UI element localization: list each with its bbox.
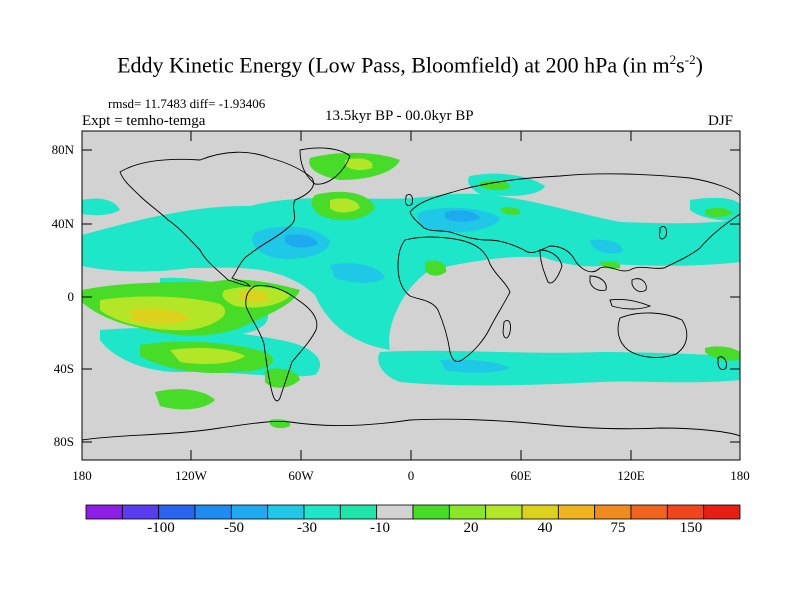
subtitle: 13.5kyr BP - 00.0kyr BP [325, 108, 474, 124]
colorbar-box [158, 504, 196, 520]
colorbar-box [412, 504, 450, 520]
y-tick-label: 80N [51, 142, 74, 157]
colorbar-label: 40 [537, 520, 553, 536]
x-tick-label: 180 [72, 468, 92, 483]
colorbar-box [339, 504, 378, 520]
map-field [82, 131, 740, 460]
season-label: DJF [708, 113, 734, 129]
y-tick-label: 0 [67, 289, 75, 304]
colorbar-label: -50 [224, 520, 244, 536]
strong-positive-regions [130, 290, 269, 325]
y-tick-label: 80S [53, 434, 74, 449]
stats-text: rmsd= 11.7483 diff= -1.93406 [108, 96, 266, 111]
x-tick-label: 0 [407, 468, 415, 483]
x-tick-label: 180 [730, 468, 750, 483]
colorbar-box [666, 504, 705, 520]
colorbar-box [267, 504, 305, 520]
x-tick-label: 60E [510, 468, 532, 483]
y-tick-label: 40S [53, 361, 74, 376]
colorbar-box [230, 504, 269, 520]
colorbar-label: 75 [610, 520, 626, 536]
coastlines [82, 147, 740, 441]
colorbar-box [448, 504, 487, 520]
colorbar-box [194, 504, 232, 520]
colorbar-box [630, 504, 668, 520]
colorbar-box [376, 504, 414, 520]
axis-ticks [82, 131, 740, 460]
colorbar-label: -100 [147, 520, 175, 536]
x-tick-label: 120E [617, 468, 645, 483]
x-tick-label: 60W [288, 468, 314, 483]
y-tick-label: 40N [51, 216, 74, 231]
colorbar-label: 150 [679, 520, 703, 536]
x-tick-label: 120W [175, 468, 207, 483]
colorbar-box [521, 504, 559, 520]
colorbar-box [85, 504, 123, 520]
colorbar-label: -30 [297, 520, 317, 536]
colorbar-box [703, 504, 741, 520]
colorbar-box [121, 504, 160, 520]
colorbar-box [594, 504, 632, 520]
map-title: Eddy Kinetic Energy (Low Pass, Bloomfiel… [117, 52, 703, 78]
colorbar-label: -10 [370, 520, 390, 536]
colorbar-box [485, 504, 523, 520]
colorbar-box [303, 504, 341, 520]
colorbar-label: 20 [463, 520, 479, 536]
colorbar-box [557, 504, 596, 520]
experiment-label: Expt = temho-temga [82, 113, 206, 129]
peak-negative-regions [285, 210, 480, 248]
colorbar [85, 504, 741, 520]
